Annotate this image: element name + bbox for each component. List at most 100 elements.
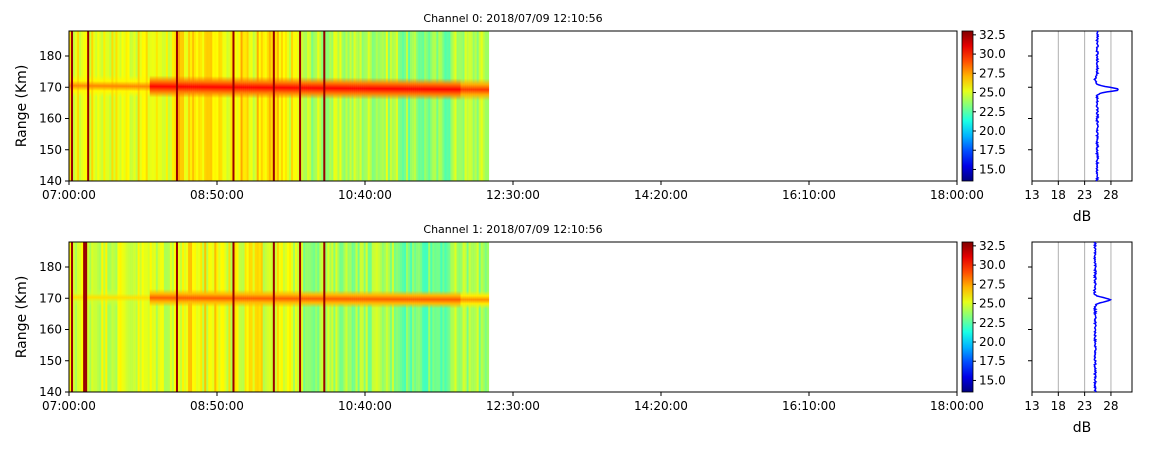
profile-line	[1092, 241, 1113, 393]
heatmap-column	[204, 31, 207, 181]
heatmap-column	[155, 242, 159, 392]
profile-x-tick-label: 13	[1024, 188, 1039, 202]
x-tick-label: 07:00:00	[42, 399, 96, 413]
heatmap-column	[373, 242, 377, 392]
heatmap-column	[222, 242, 225, 392]
heatmap-column	[406, 242, 409, 392]
heatmap-column	[190, 31, 193, 181]
heatmap-column	[297, 242, 300, 392]
heatmap-column	[157, 31, 161, 181]
heatmap-strong-column	[175, 242, 179, 392]
heatmap-column	[436, 31, 439, 181]
heatmap-column	[373, 31, 377, 181]
heatmap-column	[335, 242, 338, 392]
panel-title: Channel 1: 2018/07/09 12:10:56	[423, 223, 602, 236]
heatmap-column	[278, 31, 282, 181]
heatmap-column	[125, 31, 128, 181]
heatmap-column	[260, 242, 264, 392]
heatmap-column	[444, 31, 447, 181]
heatmap-column	[284, 31, 288, 181]
heatmap-column	[161, 242, 165, 392]
colorbar-tick-label: 20.0	[979, 335, 1006, 349]
heatmap-column	[113, 242, 116, 392]
heatmap-column	[250, 242, 253, 392]
heatmap-column	[274, 242, 278, 392]
heatmap-column	[329, 242, 332, 392]
heatmap-column	[303, 242, 306, 392]
heatmap-column	[95, 242, 98, 392]
heatmap-column	[278, 242, 282, 392]
heatmap-column	[331, 31, 334, 181]
heatmap-column	[248, 242, 251, 392]
heatmap-column	[438, 31, 441, 181]
y-tick-label: 150	[39, 143, 62, 157]
heatmap-column	[117, 31, 120, 181]
heatmap-strong-column	[323, 31, 326, 181]
heatmap-column	[238, 31, 241, 181]
heatmap-column	[359, 31, 362, 181]
heatmap-column	[109, 242, 112, 392]
heatmap-column	[194, 242, 197, 392]
heatmap-column	[379, 242, 383, 392]
heatmap-strong-column	[272, 242, 276, 392]
heatmap-column	[450, 242, 453, 392]
heatmap-column	[173, 31, 177, 181]
heatmap-column	[468, 31, 471, 181]
heatmap-column	[202, 242, 205, 392]
heatmap-column	[206, 31, 209, 181]
heatmap-column	[262, 242, 266, 392]
heatmap-column	[101, 31, 104, 181]
profile-x-tick-label: 18	[1051, 399, 1066, 413]
profile-x-tick-label: 18	[1051, 188, 1066, 202]
heatmap-column	[208, 242, 211, 392]
heatmap-column	[408, 242, 411, 392]
heatmap-column	[317, 31, 320, 181]
heatmap-column	[363, 31, 366, 181]
heatmap-column	[165, 242, 169, 392]
y-tick-label: 140	[39, 385, 62, 399]
heatmap-column	[99, 31, 102, 181]
heatmap-column	[81, 31, 84, 181]
heatmap-column	[377, 242, 381, 392]
heatmap-column	[402, 242, 405, 392]
heatmap-column	[218, 242, 221, 392]
heatmap-column	[206, 242, 209, 392]
heatmap-column	[244, 31, 247, 181]
heatmap-column	[452, 242, 455, 392]
heatmap-column	[309, 242, 312, 392]
heatmap-column	[353, 242, 356, 392]
heatmap-column	[361, 242, 364, 392]
heatmap-column	[387, 242, 391, 392]
heatmap-column	[79, 242, 82, 392]
heatmap-column	[355, 31, 358, 181]
heatmap-column	[426, 31, 429, 181]
heatmap-column	[406, 31, 409, 181]
heatmap-column	[399, 31, 403, 181]
heatmap-strong-column	[71, 242, 74, 392]
heatmap-column	[319, 31, 322, 181]
heatmap-column	[184, 242, 187, 392]
colorbar-tick-label: 25.0	[979, 86, 1006, 100]
heatmap-column	[256, 31, 260, 181]
heatmap-column	[190, 242, 193, 392]
heatmap-column	[430, 31, 433, 181]
heatmap-column	[371, 31, 375, 181]
heatmap-column	[391, 242, 395, 392]
heatmap-column	[367, 31, 371, 181]
heatmap-column	[341, 31, 344, 181]
heatmap-column	[264, 31, 268, 181]
heatmap-column	[280, 242, 284, 392]
heatmap-column	[224, 242, 227, 392]
heatmap-column	[311, 242, 314, 392]
heatmap-column	[260, 31, 264, 181]
heatmap-column	[321, 31, 324, 181]
heatmap-column	[196, 31, 199, 181]
heatmap-column	[270, 242, 274, 392]
heatmap-column	[258, 31, 262, 181]
heatmap-column	[440, 31, 443, 181]
heatmap-column	[125, 242, 128, 392]
heatmap-column	[127, 242, 130, 392]
heatmap-column	[365, 242, 368, 392]
heatmap-column	[464, 31, 467, 181]
heatmap-column	[149, 31, 153, 181]
